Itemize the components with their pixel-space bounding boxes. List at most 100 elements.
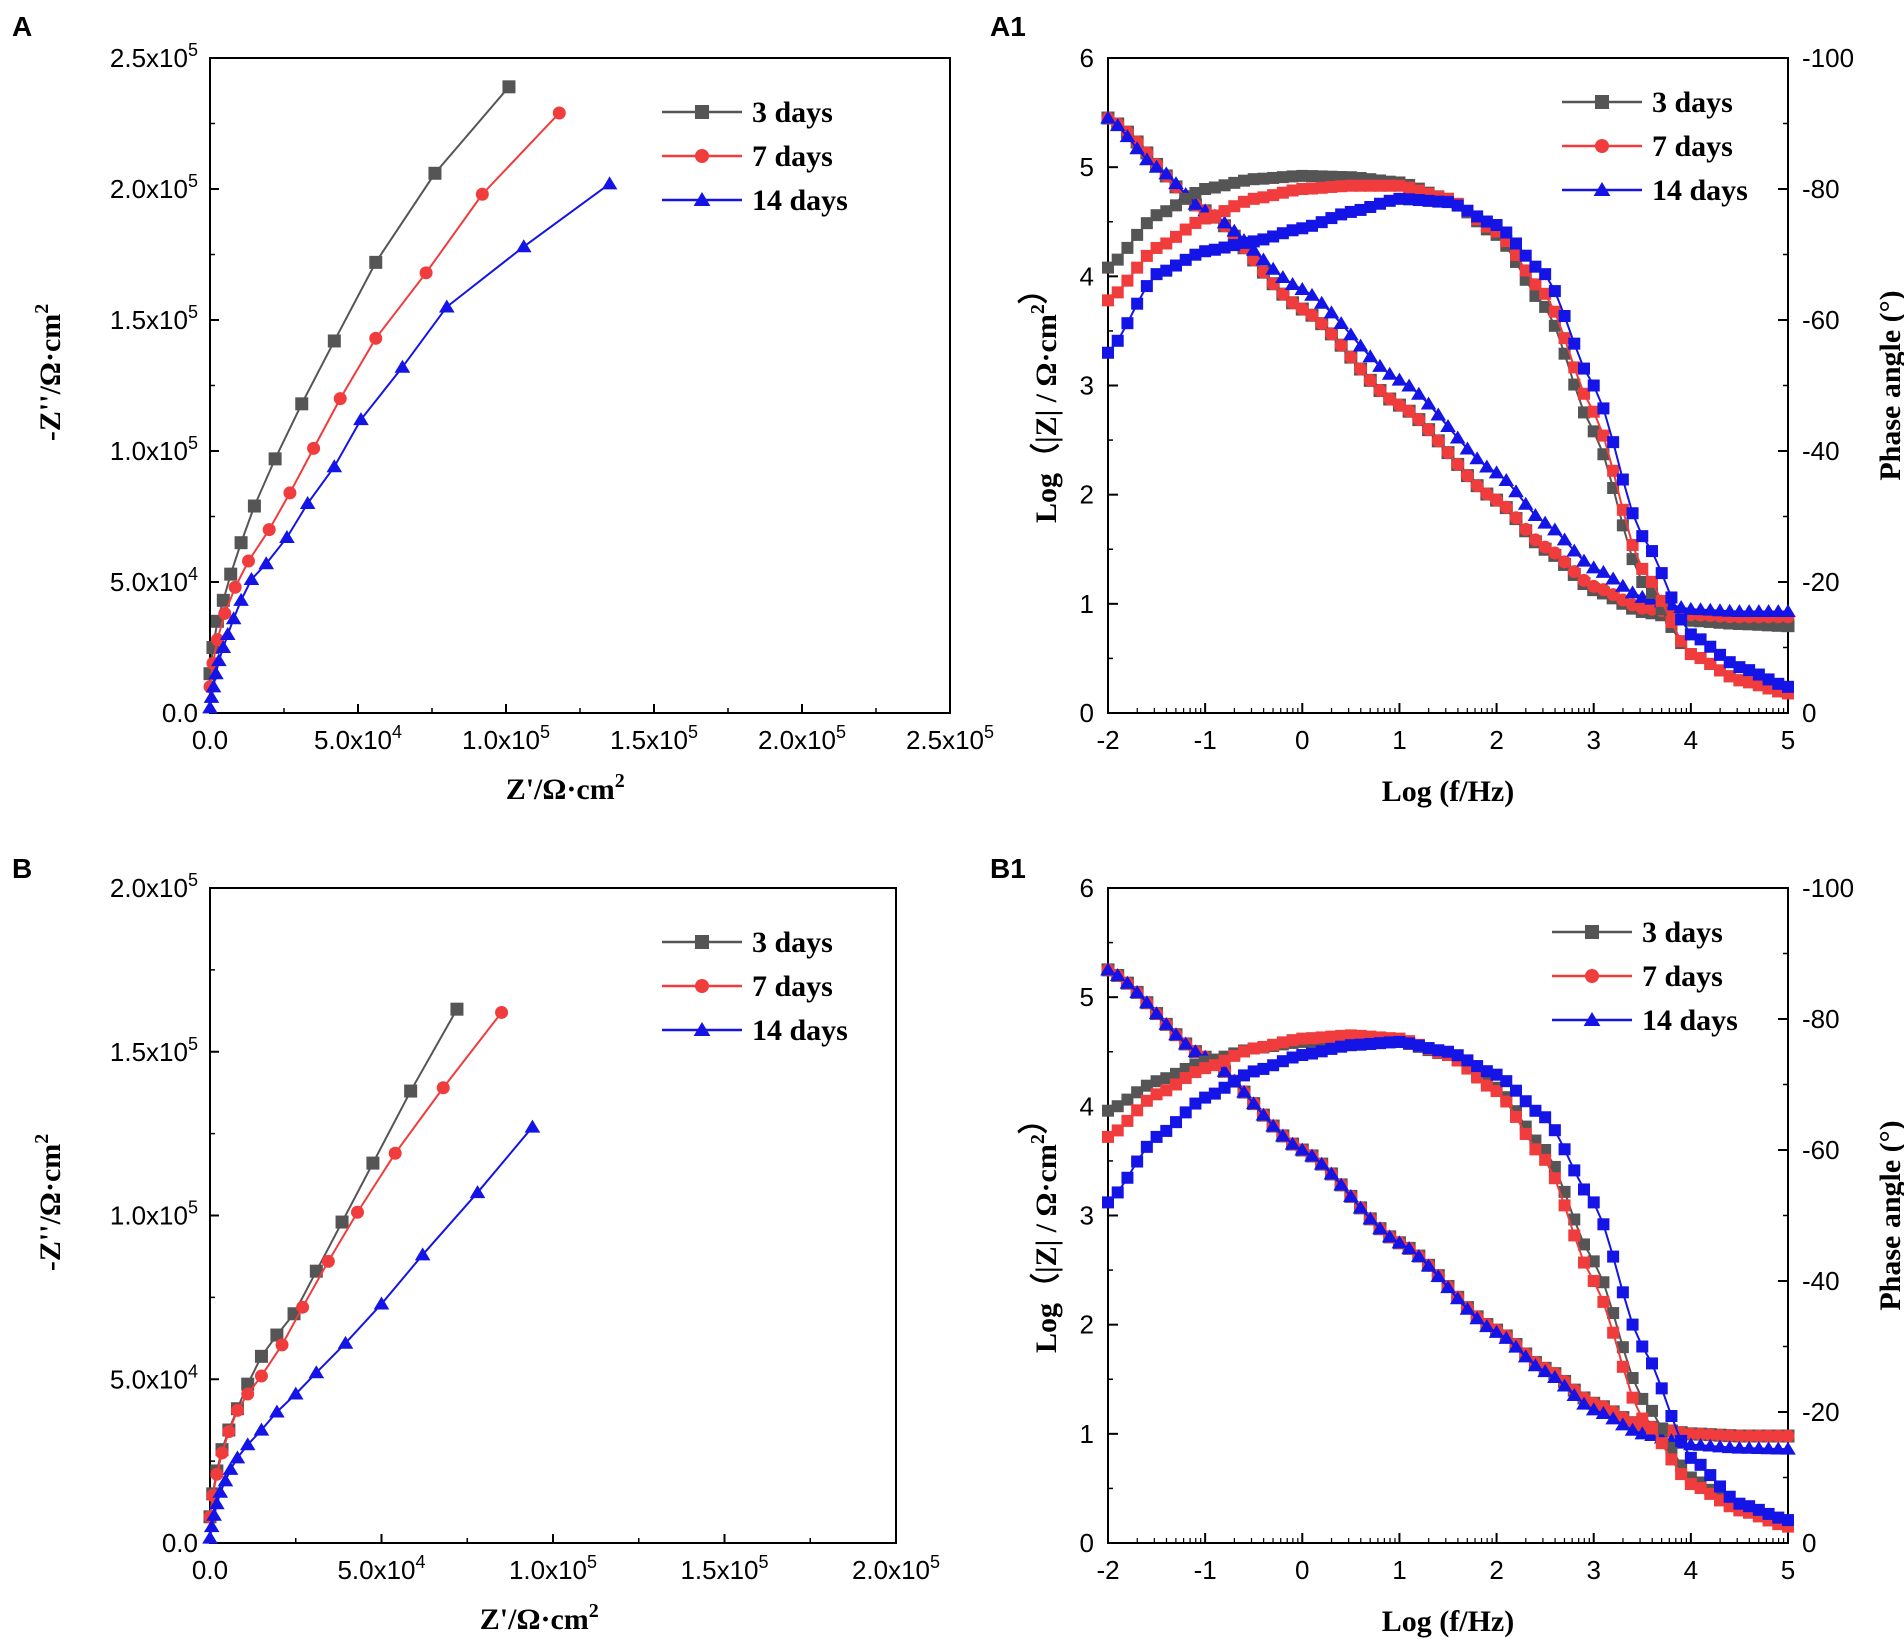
a1-x-tick-label-4: 2	[1489, 725, 1503, 755]
a1-impedance-point-s2-33	[1422, 423, 1436, 437]
b1-impedance-point-s3-42	[1508, 1339, 1524, 1353]
a1-phase-point-s3-52	[1607, 436, 1620, 449]
b-point-s1-14	[450, 1002, 464, 1016]
a-point-s1-3	[216, 593, 230, 607]
b1-impedance-point-s2-58	[1664, 1424, 1678, 1438]
b1-impedance-point-s3-53	[1615, 1417, 1631, 1431]
a1-phase-point-s3-48	[1568, 337, 1581, 350]
a1-impedance-point-s2-40	[1490, 493, 1504, 507]
a-point-s2-2	[210, 633, 224, 647]
b1-impedance-point-s3-26	[1352, 1200, 1369, 1214]
b1-phase-point-s2-8	[1179, 1071, 1192, 1084]
b-point-s1-8	[270, 1328, 284, 1342]
b1-phase-point-s2-64	[1723, 1500, 1736, 1513]
a-point-s3-15	[394, 359, 411, 373]
a1-phase-point-s3-19	[1286, 224, 1299, 237]
a1-phase-point-s1-17	[1267, 171, 1280, 184]
b1-impedance-point-s2-68	[1762, 1429, 1776, 1443]
a1-legend-marker-2	[1595, 139, 1609, 153]
b1-impedance-point-s3-67	[1751, 1441, 1767, 1454]
b1-y2-tick-label-0: 0	[1802, 1528, 1816, 1558]
a1-impedance-point-s2-28	[1373, 384, 1387, 398]
a1-phase-point-s2-48	[1568, 361, 1581, 374]
a1-y-tick-label-0: 0	[1080, 698, 1094, 728]
a1-phase-point-s3-15	[1247, 235, 1260, 248]
a1-phase-point-s2-11	[1208, 209, 1221, 222]
b1-phase-point-s1-51	[1597, 1276, 1610, 1289]
a1-phase-point-s1-21	[1306, 170, 1318, 183]
b-point-s2-10	[321, 1254, 335, 1268]
b-point-s3-11	[287, 1386, 304, 1400]
a1-phase-point-s2-32	[1412, 184, 1425, 197]
b1-phase-point-s3-33	[1422, 1042, 1435, 1055]
a1-phase-point-s3-3	[1131, 297, 1144, 310]
b1-impedance-point-s3-44	[1527, 1358, 1544, 1372]
b1-phase-point-s1-5	[1150, 1075, 1163, 1088]
a1-phase-point-s1-10	[1199, 183, 1212, 195]
b-point-s2-13	[436, 1081, 450, 1095]
b1-phase-point-s2-17	[1267, 1038, 1280, 1051]
a-point-s1-4	[224, 567, 238, 581]
b1-phase-point-s1-0	[1102, 1104, 1114, 1117]
b1-phase-point-s2-12	[1218, 1054, 1231, 1067]
a1-phase-point-s2-5	[1150, 241, 1163, 254]
b-point-s2-7	[254, 1369, 268, 1383]
a1-impedance-point-s2-19	[1286, 296, 1300, 310]
a1-phase-point-s2-26	[1354, 179, 1367, 192]
b-point-s3-7	[229, 1450, 246, 1464]
a1-impedance-point-s3-31	[1401, 378, 1417, 392]
a1-x-tick-label-5: 3	[1586, 725, 1600, 755]
b1-impedance-point-s3-5	[1148, 1006, 1165, 1020]
a1-phase-point-s3-67	[1752, 668, 1765, 681]
a1-phase-point-s1-56	[1646, 586, 1658, 599]
b1-phase-point-s2-57	[1655, 1437, 1668, 1450]
b1-phase-point-s3-47	[1558, 1143, 1571, 1156]
b1-y-tick-label-3: 3	[1080, 1201, 1094, 1231]
b1-phase-point-s3-6	[1160, 1124, 1173, 1137]
b1-phase-point-s3-19	[1286, 1051, 1299, 1064]
b1-impedance-point-s3-23	[1323, 1166, 1340, 1180]
a1-phase-point-s1-20	[1296, 169, 1309, 182]
b1-phase-point-s1-49	[1578, 1238, 1590, 1251]
b1-phase-point-s2-24	[1335, 1029, 1348, 1042]
a1-phase-point-s1-6	[1160, 205, 1173, 218]
b-point-s1-6	[241, 1377, 255, 1391]
a-point-s3-12	[299, 495, 316, 509]
b-point-s1-7	[254, 1349, 268, 1363]
b-point-s3-2	[206, 1507, 222, 1521]
b1-impedance-point-s2-66	[1742, 1429, 1756, 1443]
b1-phase-point-s3-38	[1471, 1060, 1484, 1073]
b1-phase-point-s1-45	[1539, 1144, 1552, 1156]
a1-phase-point-s2-29	[1383, 179, 1396, 192]
b1-phase-point-s2-61	[1694, 1482, 1707, 1495]
a-y-tick-label-2: 1.0x105	[110, 433, 198, 466]
b1-impedance-point-s3-29	[1381, 1229, 1398, 1243]
b-point-s2-3	[215, 1446, 229, 1460]
b1-y2-tick-label-5: -100	[1802, 873, 1854, 903]
b1-impedance-point-s3-3	[1129, 984, 1145, 998]
a1-phase-point-s1-19	[1286, 170, 1299, 183]
a-point-s2-8	[307, 441, 321, 455]
b-point-s2-14	[495, 1005, 509, 1019]
a1-y2-tick-label-0: 0	[1802, 698, 1816, 728]
a1-impedance-point-s2-38	[1470, 479, 1484, 493]
b-point-s3-14	[373, 1296, 390, 1310]
a1-phase-point-s2-27	[1364, 179, 1377, 192]
a-point-s3-6	[219, 626, 236, 640]
b1-phase-point-s3-39	[1480, 1065, 1493, 1078]
b1-impedance-point-s3-68	[1760, 1441, 1777, 1455]
a1-phase-point-s3-64	[1723, 656, 1736, 669]
b1-phase-point-s2-41	[1500, 1095, 1513, 1108]
b1-phase-point-s3-18	[1276, 1055, 1289, 1068]
b1-impedance-point-s3-8	[1177, 1036, 1194, 1050]
a1-phase-point-s2-30	[1393, 179, 1406, 192]
a1-phase-point-s1-7	[1170, 199, 1182, 212]
a1-phase-point-s1-43	[1519, 273, 1532, 286]
a1-phase-point-s3-61	[1694, 633, 1707, 646]
a1-y2-tick-label-1: -20	[1802, 567, 1840, 597]
a1-phase-point-s1-18	[1276, 171, 1289, 184]
b1-phase-point-s3-67	[1752, 1503, 1765, 1516]
b1-impedance-point-s3-6	[1158, 1016, 1175, 1030]
b1-impedance-point-s3-34	[1430, 1269, 1447, 1283]
